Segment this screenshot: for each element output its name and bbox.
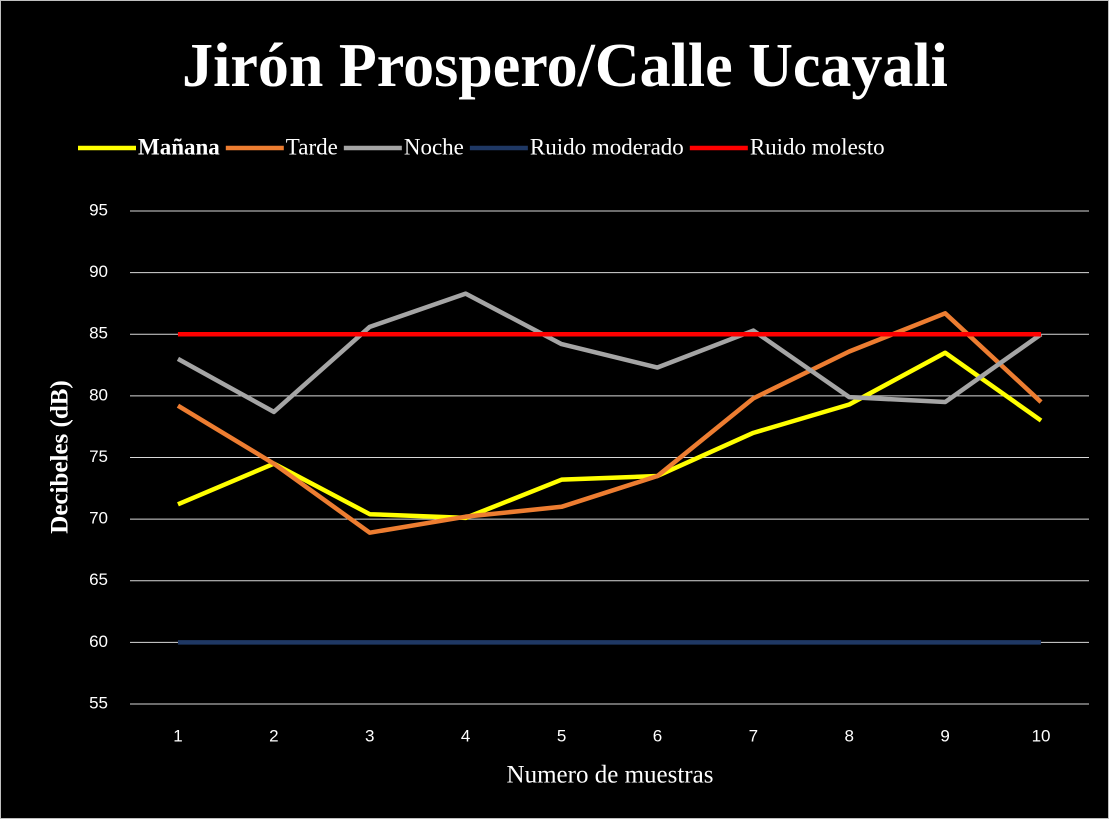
legend-label: Ruido moderado	[530, 134, 684, 159]
x-tick-label: 10	[1032, 726, 1051, 745]
x-tick-label: 4	[461, 726, 470, 745]
x-tick-label: 3	[365, 726, 374, 745]
x-tick-label: 7	[749, 726, 758, 745]
chart-title: Jirón Prospero/Calle Ucayali	[182, 32, 948, 100]
y-tick-label: 85	[89, 324, 108, 343]
y-tick-label: 90	[89, 262, 108, 281]
x-tick-label: 6	[653, 726, 662, 745]
y-tick-label: 95	[89, 200, 108, 219]
legend-label: Ruido molesto	[750, 134, 885, 159]
x-axis-label: Numero de muestras	[507, 762, 714, 789]
x-tick-label: 9	[940, 726, 949, 745]
y-tick-label: 80	[89, 385, 108, 404]
x-tick-label: 1	[173, 726, 182, 745]
y-tick-label: 60	[89, 632, 108, 651]
x-tick-label: 5	[557, 726, 566, 745]
y-tick-label: 75	[89, 447, 108, 466]
y-axis-label: Decibeles (dB)	[47, 380, 74, 533]
series-line	[177, 350, 1043, 521]
x-tick-label: 8	[845, 726, 854, 745]
y-tick-label: 65	[89, 570, 108, 589]
x-tick-label: 2	[269, 726, 278, 745]
legend-label: Noche	[404, 134, 464, 159]
legend-label: Mañana	[138, 134, 220, 159]
y-tick-label: 70	[89, 509, 108, 528]
y-tick-label: 55	[89, 693, 108, 712]
series-line	[176, 291, 1043, 415]
legend-label: Tarde	[286, 134, 338, 159]
